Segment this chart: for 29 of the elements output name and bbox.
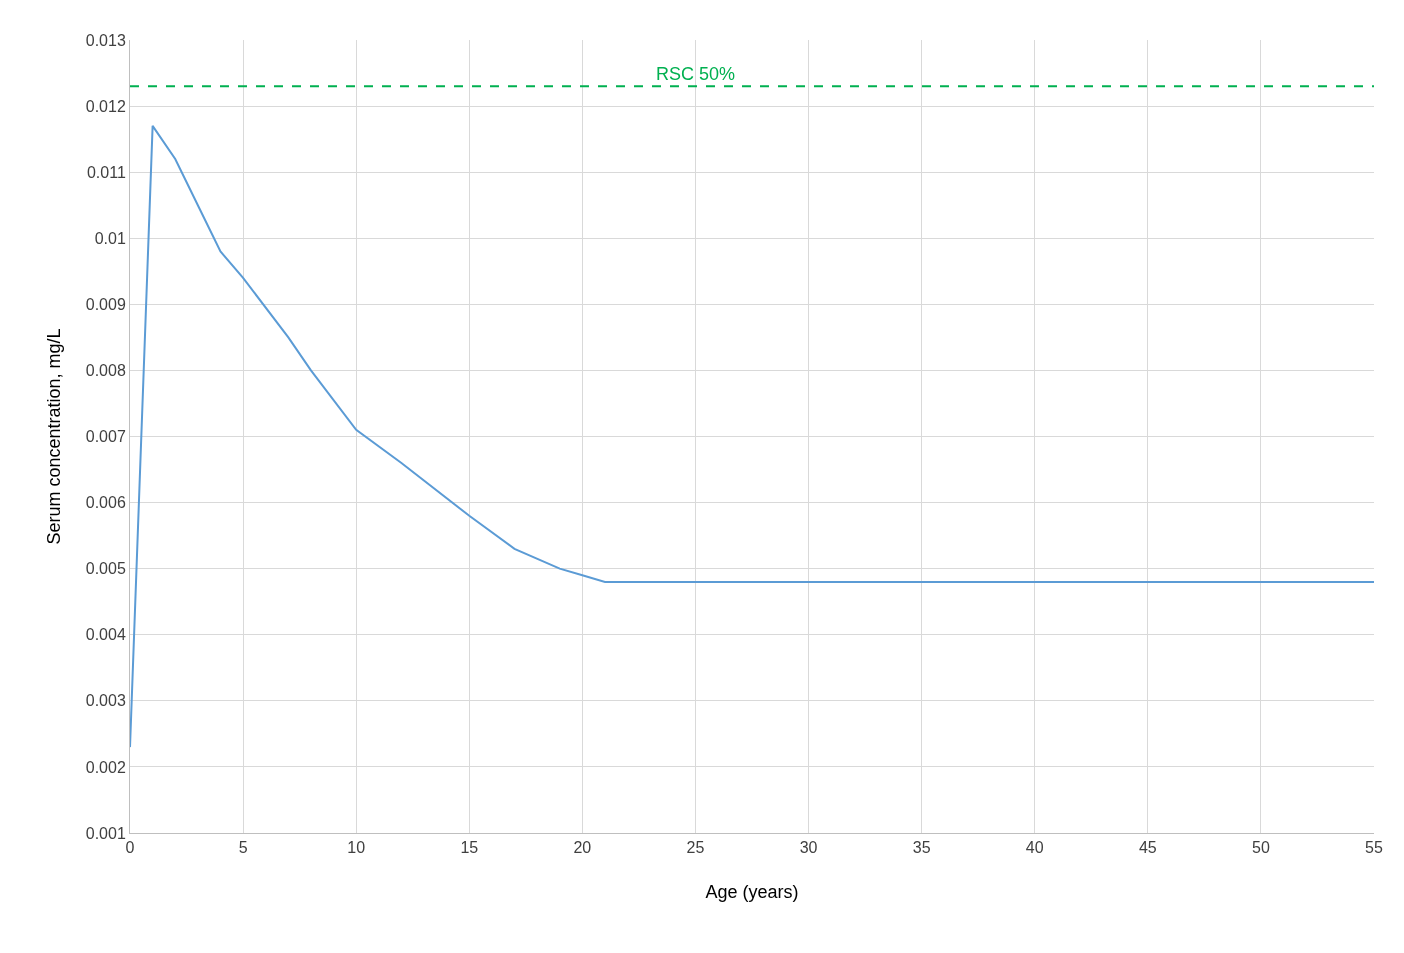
x-tick-label: 45 [1138, 839, 1157, 857]
y-tick-label: 0.006 [85, 494, 126, 512]
x-tick-label: 35 [912, 839, 931, 857]
x-tick-label: 20 [573, 839, 592, 857]
y-tick-label: 0.004 [85, 626, 126, 644]
x-tick-label: 55 [1365, 839, 1383, 857]
y-tick-label: 0.003 [85, 692, 126, 710]
x-axis-title: Age (years) [705, 882, 799, 903]
y-tick-label: 0.007 [85, 428, 126, 446]
x-tick-label: 5 [238, 839, 248, 857]
x-tick-label: 15 [460, 839, 479, 857]
y-tick-label: 0.009 [85, 295, 126, 313]
x-tick-label: 0 [125, 839, 135, 857]
x-tick-label: 10 [347, 839, 366, 857]
y-tick-label: 0.008 [85, 362, 126, 380]
x-tick-label: 30 [799, 839, 818, 857]
y-tick-label: 0.005 [85, 560, 126, 578]
y-tick-label: 0.012 [85, 97, 126, 115]
ref-line-label: RSC 50% [656, 64, 736, 84]
x-tick-label: 40 [1025, 839, 1044, 857]
y-tick-label: 0.011 [86, 163, 126, 181]
y-axis-title: Serum concentration, mg/L [43, 328, 64, 545]
y-tick-label: 0.013 [85, 31, 126, 49]
x-tick-label: 25 [686, 839, 705, 857]
y-tick-label: 0.002 [85, 758, 126, 776]
y-tick-label: 0.001 [85, 824, 126, 842]
y-tick-label: 0.01 [94, 229, 126, 247]
x-tick-label: 50 [1252, 839, 1270, 857]
line-series [130, 124, 1374, 749]
